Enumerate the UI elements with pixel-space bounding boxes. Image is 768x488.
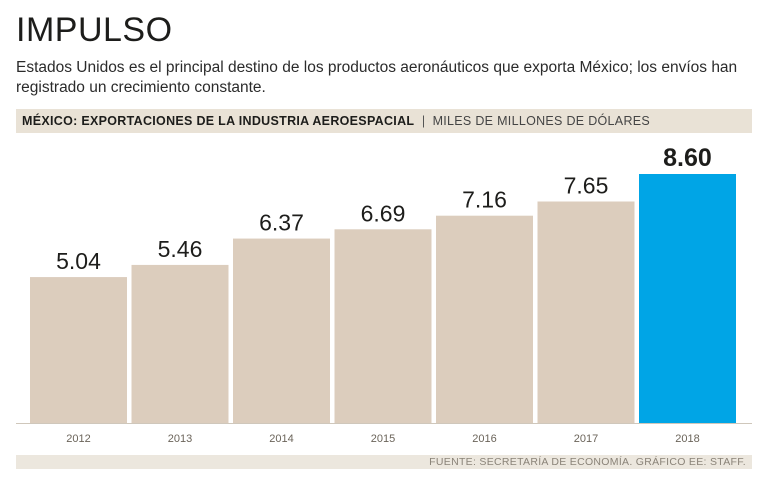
value-label-2013: 5.46 [158, 236, 203, 262]
bar-2015 [334, 229, 432, 423]
x-tick-label-2018: 2018 [675, 433, 699, 445]
x-tick-label-2017: 2017 [574, 433, 598, 445]
value-label-2018: 8.60 [663, 144, 712, 172]
x-tick-label-2013: 2013 [168, 433, 192, 445]
bar-2012 [30, 277, 127, 423]
value-label-2017: 7.65 [564, 173, 609, 199]
bar-2018 [639, 174, 736, 423]
x-tick-label-2014: 2014 [269, 433, 293, 445]
chart-header-band: MÉXICO: EXPORTACIONES DE LA INDUSTRIA AE… [16, 109, 752, 133]
bar-2014 [233, 238, 330, 423]
chart-title: IMPULSO [16, 11, 173, 49]
value-label-2014: 6.37 [259, 210, 304, 236]
value-label-2015: 6.69 [361, 200, 406, 226]
chart-header-unit: MILES DE MILLONES DE DÓLARES [432, 114, 651, 128]
chart-header-title: MÉXICO: EXPORTACIONES DE LA INDUSTRIA AE… [22, 114, 415, 128]
value-label-2012: 5.04 [56, 248, 101, 274]
bar-2013 [131, 264, 229, 423]
bar-2017 [537, 201, 635, 423]
chart-subtitle: Estados Unidos es el principal destino d… [16, 59, 738, 96]
x-tick-label-2016: 2016 [472, 433, 496, 445]
x-tick-label-2015: 2015 [371, 433, 395, 445]
chart-header-separator: | [421, 114, 426, 128]
value-label-2016: 7.16 [462, 187, 507, 213]
source-text: FUENTE: SECRETARÍA DE ECONOMÍA. GRÁFICO … [429, 456, 746, 468]
source-footer: FUENTE: SECRETARÍA DE ECONOMÍA. GRÁFICO … [16, 455, 752, 469]
x-tick-label-2012: 2012 [66, 433, 90, 445]
bar-2016 [436, 215, 533, 423]
